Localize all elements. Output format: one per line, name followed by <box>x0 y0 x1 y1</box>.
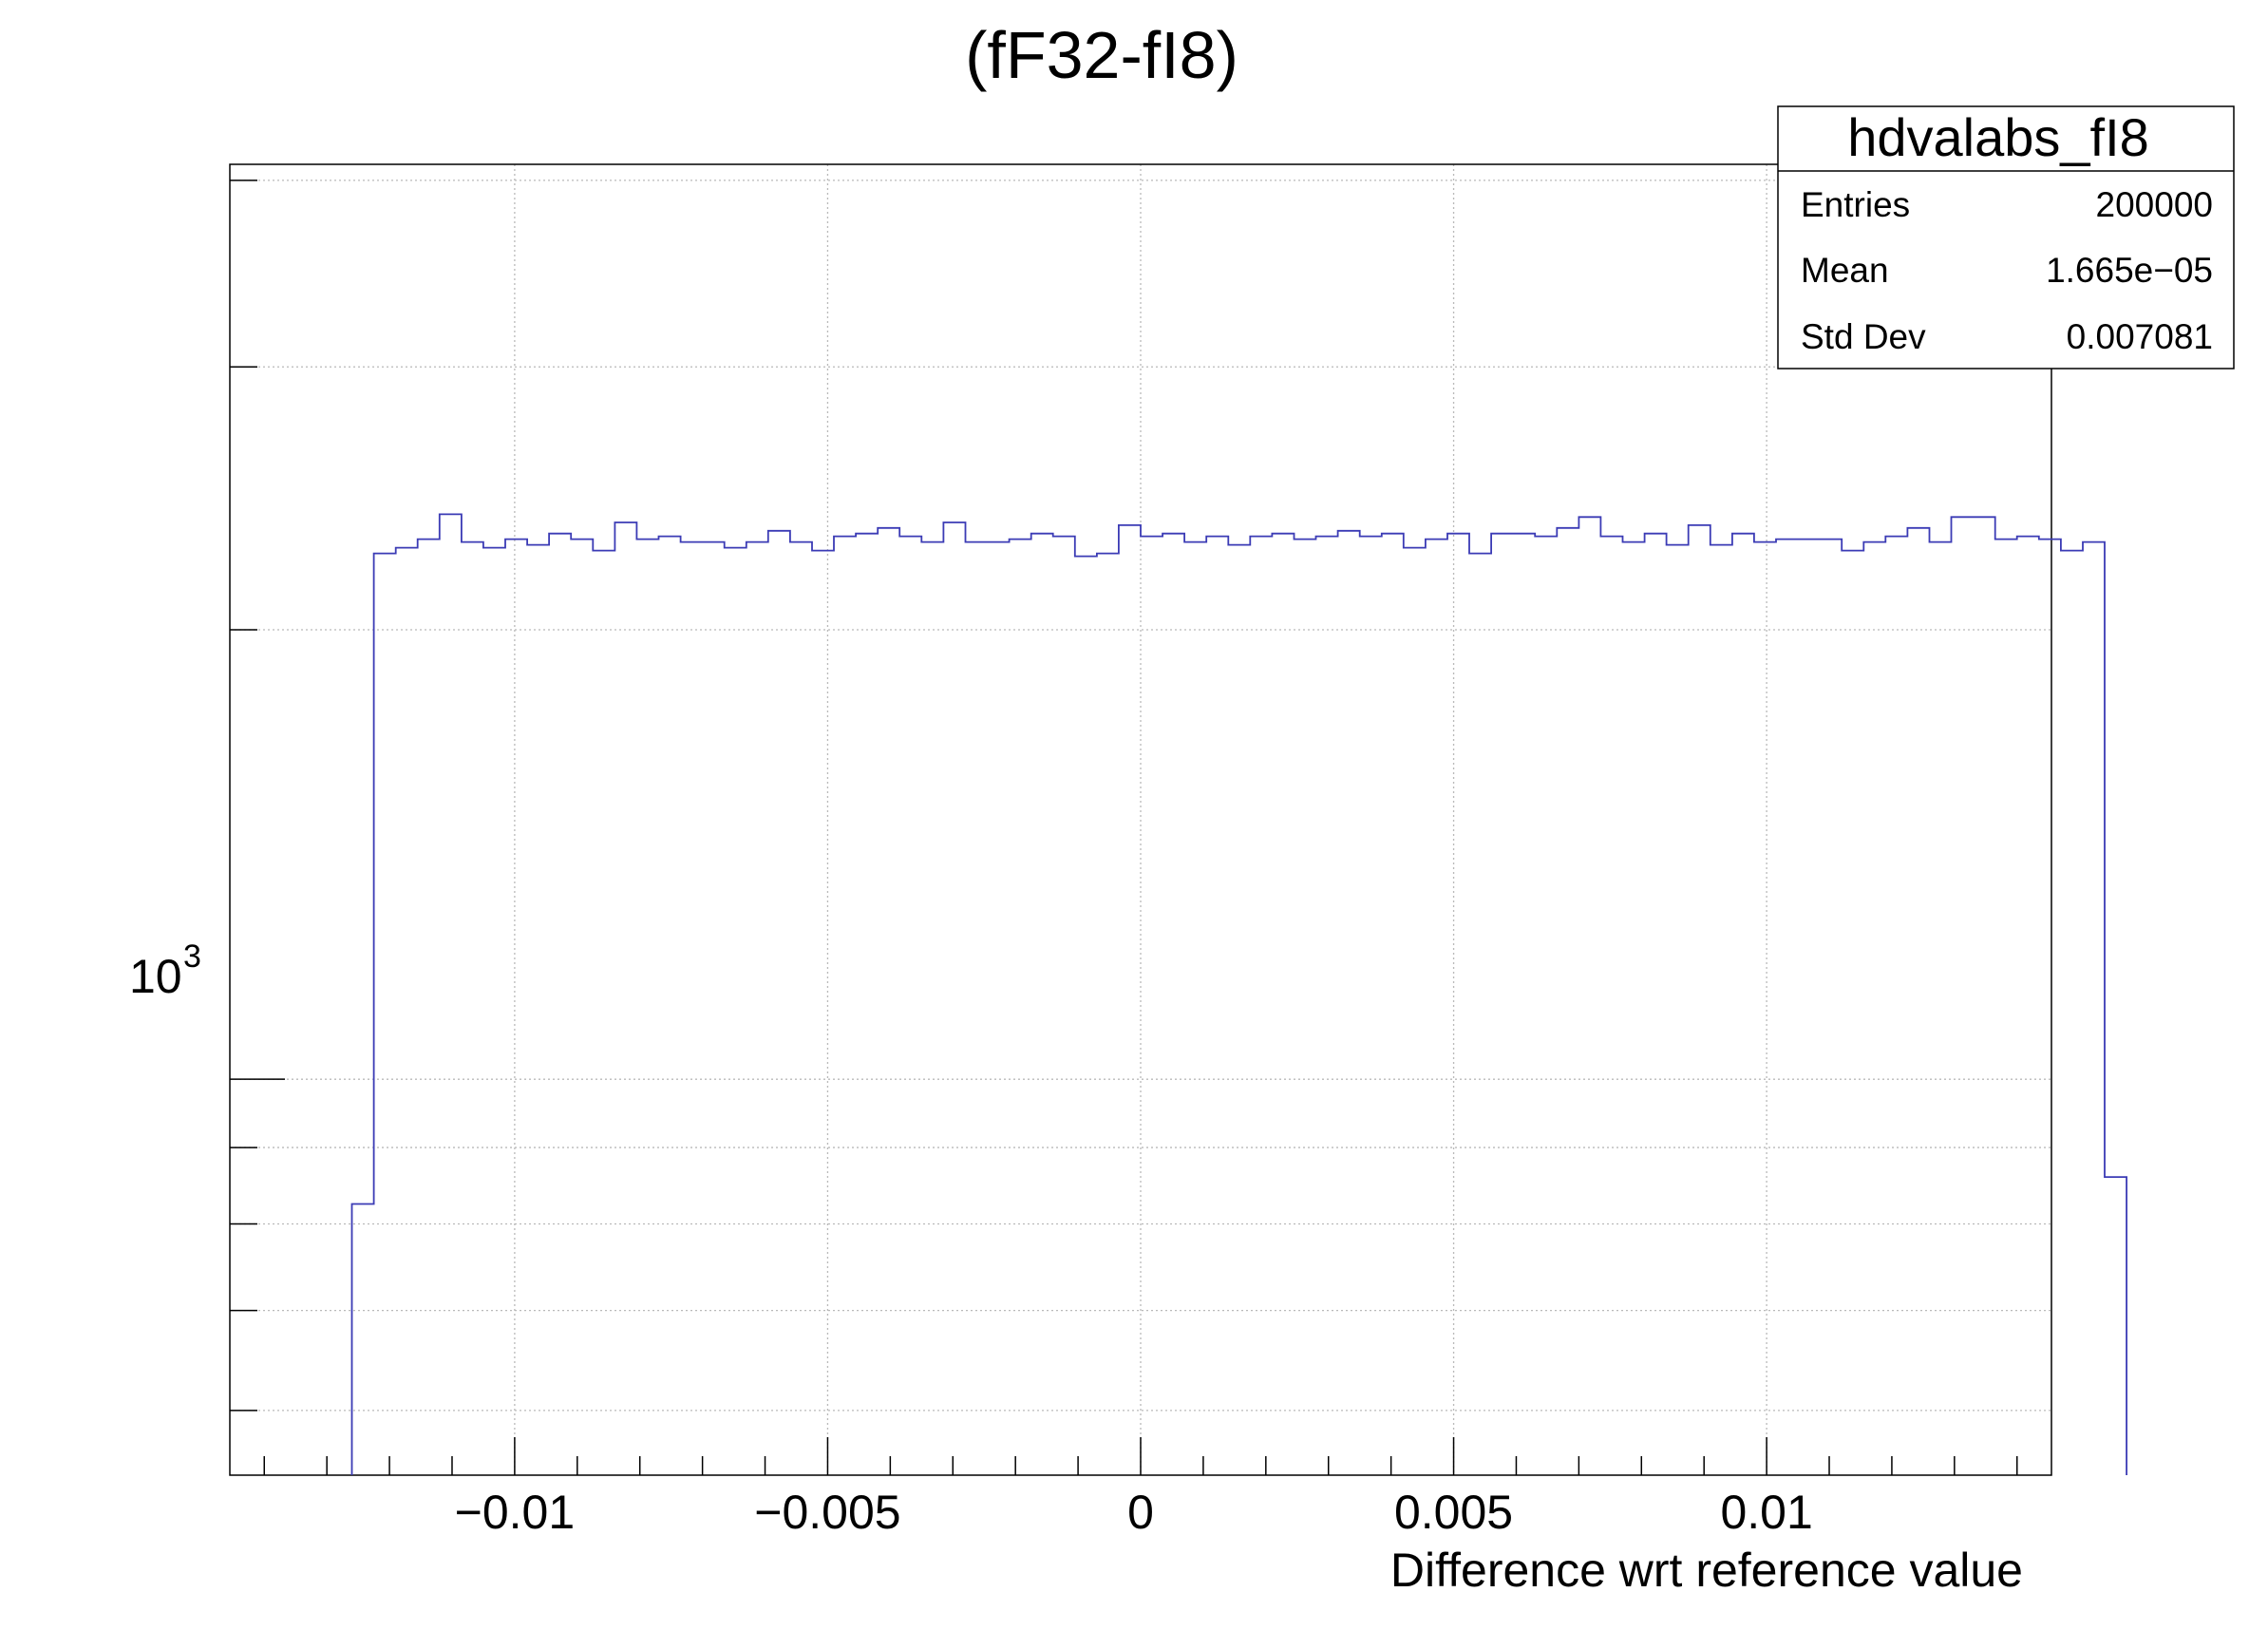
x-tick-label: −0.005 <box>754 1486 900 1539</box>
x-tick-labels: −0.01 −0.005 0 0.005 0.01 <box>455 1486 1813 1539</box>
stats-stddev-value: 0.007081 <box>2067 317 2213 356</box>
stats-entries-value: 200000 <box>2096 185 2213 224</box>
chart-title: (fF32-fI8) <box>965 18 1238 92</box>
stats-mean-label: Mean <box>1801 251 1889 290</box>
stats-mean-value: 1.665e−05 <box>2046 251 2213 290</box>
stats-title: hdvalabs_fI8 <box>1847 107 2149 167</box>
stats-entries-label: Entries <box>1801 185 1910 224</box>
x-tick-label: 0.005 <box>1394 1486 1513 1539</box>
grid-lines <box>230 164 2051 1475</box>
axis-ticks <box>230 180 2018 1475</box>
y-tick-label: 10 3 <box>129 938 201 1003</box>
y-tick-label-base: 10 <box>129 950 182 1003</box>
histogram-line <box>350 513 2127 1475</box>
stats-box-frame <box>1777 105 2235 370</box>
y-tick-label-exponent: 3 <box>183 938 201 975</box>
x-tick-label: 0 <box>1127 1486 1154 1539</box>
stats-box: hdvalabs_fI8 Entries 200000 Mean 1.665e−… <box>1777 105 2235 370</box>
x-tick-label: 0.01 <box>1720 1486 1812 1539</box>
stats-stddev-label: Std Dev <box>1801 317 1926 356</box>
x-axis-title: Difference wrt reference value <box>1390 1544 2023 1597</box>
x-tick-label: −0.01 <box>455 1486 576 1539</box>
